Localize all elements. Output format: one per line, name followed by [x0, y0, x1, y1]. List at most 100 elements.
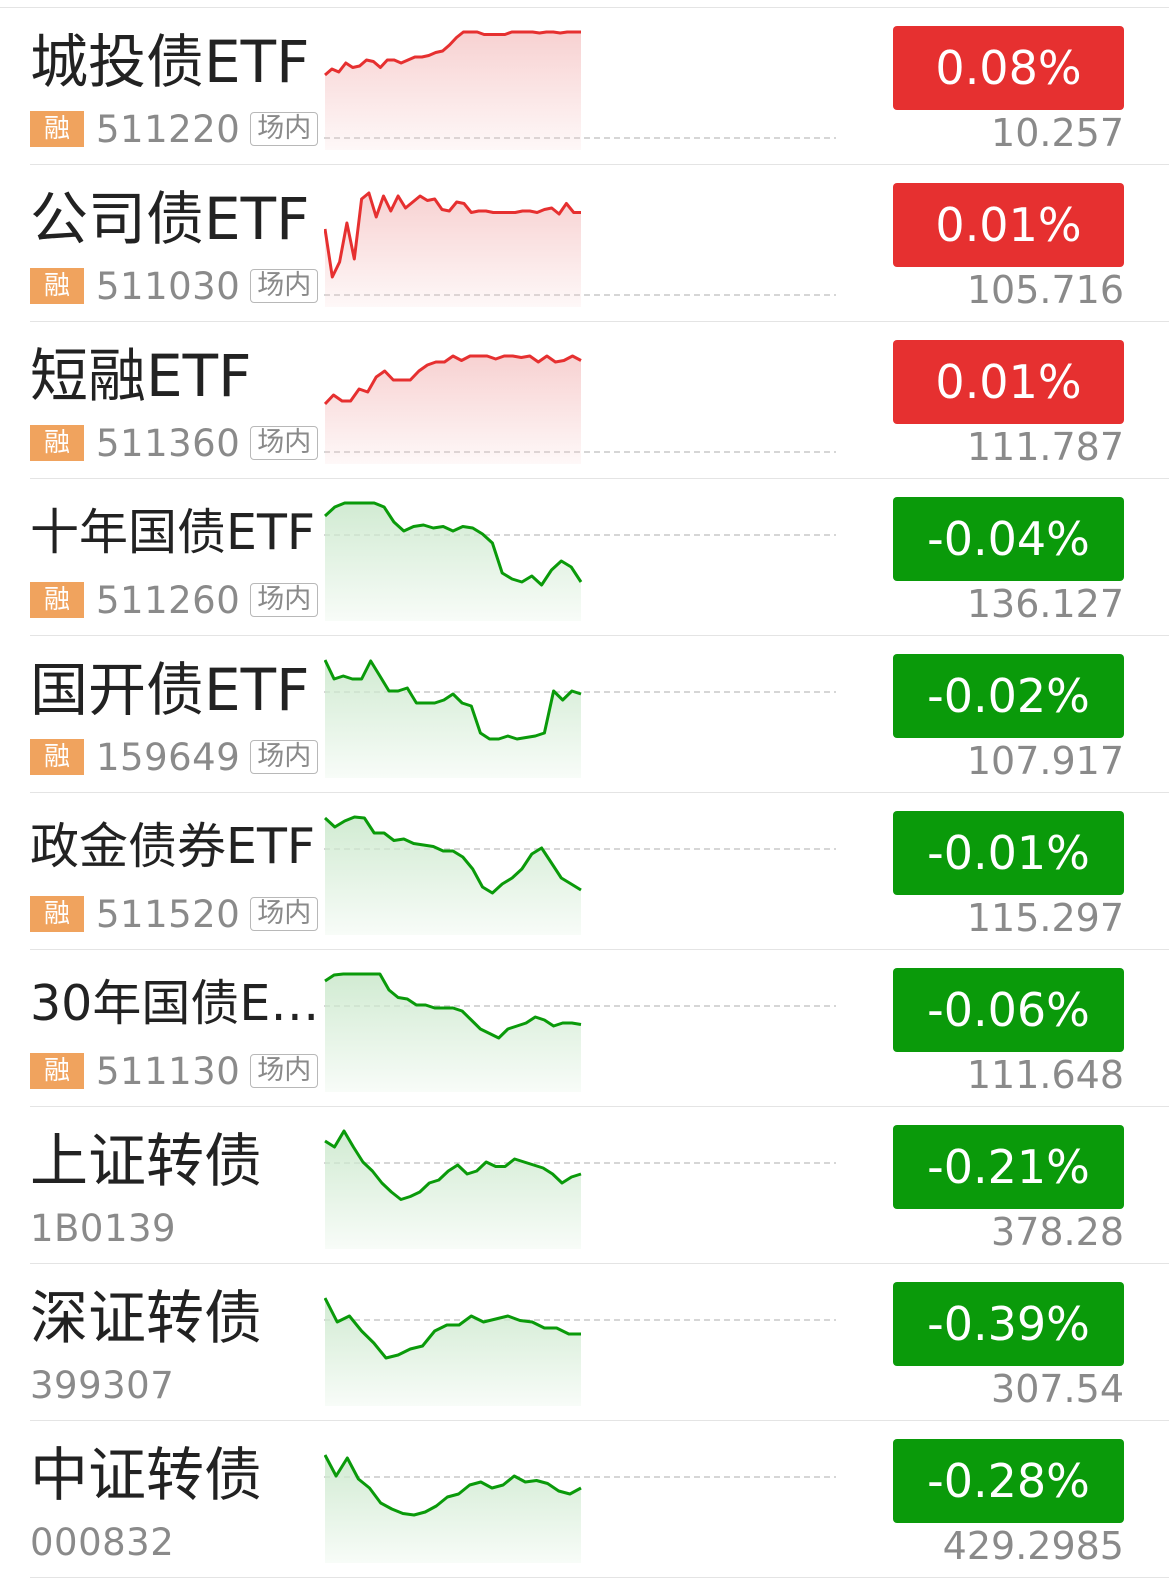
venue-tag: 场内: [250, 740, 319, 774]
security-meta: 融 511520 场内: [30, 892, 319, 936]
security-meta: 融 511360 场内: [30, 421, 319, 465]
venue-tag: 场内: [250, 269, 319, 303]
intraday-sparkline: [324, 30, 836, 150]
margin-trading-badge: 融: [30, 739, 84, 775]
sparkline-area: [325, 1131, 581, 1249]
change-percent-badge[interactable]: -0.04%: [893, 497, 1124, 581]
sparkline-area: [325, 817, 581, 935]
top-divider: [0, 7, 1169, 8]
venue-tag: 场内: [250, 112, 319, 146]
sparkline-area: [325, 32, 581, 150]
sparkline-line: [324, 972, 582, 1040]
sparkline-line: [324, 30, 581, 77]
security-code: 511360: [96, 421, 241, 465]
security-meta: 1B0139: [30, 1206, 186, 1250]
sparkline-area: [325, 1455, 581, 1563]
margin-trading-badge: 融: [30, 896, 84, 932]
last-price: 378.28: [991, 1210, 1124, 1254]
venue-tag: 场内: [250, 583, 319, 617]
security-meta: 融 511260 场内: [30, 578, 319, 622]
last-price: 136.127: [966, 582, 1124, 626]
intraday-sparkline: [324, 354, 836, 464]
list-item-511220[interactable]: 城投债ETF 融 511220 场内 0.08% 10.257: [30, 8, 1169, 165]
security-meta: 399307: [30, 1363, 184, 1407]
margin-trading-badge: 融: [30, 1053, 84, 1089]
sparkline-area: [325, 356, 581, 464]
change-percent-badge[interactable]: 0.01%: [893, 183, 1124, 267]
sparkline-area: [325, 660, 581, 778]
list-item-511520[interactable]: 政金债券ETF 融 511520 场内 -0.01% 115.297: [30, 793, 1169, 950]
list-item-511260[interactable]: 十年国债ETF 融 511260 场内 -0.04% 136.127: [30, 479, 1169, 636]
security-code: 511220: [96, 107, 241, 151]
sparkline-area: [325, 503, 581, 621]
venue-tag: 场内: [250, 426, 319, 460]
security-meta: 融 511130 场内: [30, 1049, 319, 1093]
intraday-sparkline: [324, 815, 836, 935]
security-name: 30年国债ET...: [30, 975, 322, 1032]
list-item-159649[interactable]: 国开债ETF 融 159649 场内 -0.02% 107.917: [30, 636, 1169, 793]
list-item-1B0139[interactable]: 上证转债 1B0139 -0.21% 378.28: [30, 1107, 1169, 1264]
intraday-sparkline: [324, 1454, 836, 1563]
change-percent-badge[interactable]: -0.28%: [893, 1439, 1124, 1523]
intraday-sparkline: [324, 659, 836, 778]
sparkline-line: [324, 1129, 582, 1201]
bond-etf-list: 城投债ETF 融 511220 场内 0.08% 10.257 公司债ETF 融…: [0, 8, 1169, 1578]
venue-tag: 场内: [250, 1054, 319, 1088]
list-item-511360[interactable]: 短融ETF 融 511360 场内 0.01% 111.787: [30, 322, 1169, 479]
sparkline-line: [324, 815, 582, 895]
security-code: 159649: [96, 735, 241, 779]
last-price: 105.716: [966, 268, 1124, 312]
security-name: 短融ETF: [30, 342, 252, 410]
security-code: 511520: [96, 892, 241, 936]
security-name: 城投债ETF: [30, 28, 310, 96]
list-item-000832[interactable]: 中证转债 000832 -0.28% 429.2985: [30, 1421, 1169, 1578]
change-percent-badge[interactable]: -0.02%: [893, 654, 1124, 738]
list-item-399307[interactable]: 深证转债 399307 -0.39% 307.54: [30, 1264, 1169, 1421]
list-item-511030[interactable]: 公司债ETF 融 511030 场内 0.01% 105.716: [30, 165, 1169, 322]
intraday-sparkline: [324, 972, 836, 1092]
change-percent-badge[interactable]: -0.39%: [893, 1282, 1124, 1366]
security-name: 上证转债: [30, 1127, 263, 1195]
security-meta: 融 511220 场内: [30, 107, 319, 151]
change-percent-badge[interactable]: 0.08%: [893, 26, 1124, 110]
last-price: 115.297: [966, 896, 1124, 940]
security-name: 深证转债: [30, 1284, 263, 1352]
sparkline-line: [324, 501, 583, 587]
change-percent-badge[interactable]: -0.06%: [893, 968, 1124, 1052]
sparkline-line: [324, 354, 582, 406]
sparkline-line: [324, 191, 581, 279]
security-meta: 融 511030 场内: [30, 264, 319, 308]
last-price: 10.257: [991, 111, 1124, 155]
margin-trading-badge: 融: [30, 582, 84, 618]
sparkline-line: [324, 1297, 581, 1360]
security-code: 511130: [96, 1049, 241, 1093]
security-code: 000832: [30, 1520, 175, 1564]
sparkline-area: [325, 974, 581, 1092]
security-name: 十年国债ETF: [30, 504, 316, 561]
last-price: 111.648: [966, 1053, 1124, 1097]
security-meta: 融 159649 场内: [30, 735, 319, 779]
security-name: 公司债ETF: [30, 185, 310, 253]
intraday-sparkline: [324, 191, 836, 307]
last-price: 307.54: [991, 1367, 1124, 1411]
margin-trading-badge: 融: [30, 268, 84, 304]
change-percent-badge[interactable]: -0.21%: [893, 1125, 1124, 1209]
intraday-sparkline: [324, 501, 836, 621]
sparkline-area: [325, 193, 581, 307]
security-code: 511030: [96, 264, 241, 308]
security-code: 399307: [30, 1363, 175, 1407]
change-percent-badge[interactable]: -0.01%: [893, 811, 1124, 895]
security-name: 政金债券ETF: [30, 818, 316, 875]
venue-tag: 场内: [250, 897, 319, 931]
security-code: 1B0139: [30, 1206, 177, 1250]
intraday-sparkline: [324, 1297, 836, 1406]
change-percent-badge[interactable]: 0.01%: [893, 340, 1124, 424]
margin-trading-badge: 融: [30, 111, 84, 147]
intraday-sparkline: [324, 1129, 836, 1249]
sparkline-line: [324, 1454, 582, 1517]
last-price: 107.917: [966, 739, 1124, 783]
sparkline-area: [325, 1298, 581, 1406]
security-code: 511260: [96, 578, 241, 622]
sparkline-line: [324, 659, 582, 741]
list-item-511130[interactable]: 30年国债ET... 融 511130 场内 -0.06% 111.648: [30, 950, 1169, 1107]
